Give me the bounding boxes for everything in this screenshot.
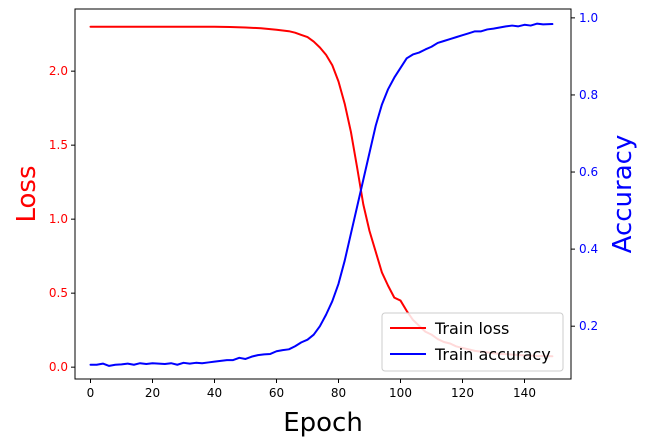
- series-line-train-loss: [89, 25, 554, 358]
- x-tick-label: 80: [331, 386, 346, 400]
- right-tick-label: 0.8: [579, 88, 598, 102]
- legend-box: [381, 312, 564, 372]
- right-tick-label: 0.6: [579, 165, 598, 179]
- left-tick-label: 2.0: [49, 64, 68, 78]
- x-axis-ticks: 0 20 40 60 80 100 120 140: [87, 379, 536, 400]
- left-tick-label: 0.5: [49, 286, 68, 300]
- right-y-axis-label: Accuracy: [608, 135, 638, 254]
- left-tick-label: 1.0: [49, 212, 68, 226]
- right-tick-label: 0.4: [579, 242, 598, 256]
- x-tick-label: 100: [389, 386, 412, 400]
- legend: Train loss Train accuracy: [381, 312, 564, 372]
- series-line-train-accuracy: [89, 22, 554, 367]
- left-tick-label: 0.0: [49, 360, 68, 374]
- x-tick-label: 20: [145, 386, 160, 400]
- x-tick-label: 120: [451, 386, 474, 400]
- left-y-axis-ticks: 0.0 0.5 1.0 1.5 2.0: [49, 64, 75, 374]
- legend-label-accuracy: Train accuracy: [434, 345, 551, 364]
- left-tick-label: 1.5: [49, 138, 68, 152]
- right-y-axis-ticks: 0.2 0.4 0.6 0.8 1.0: [571, 11, 598, 333]
- x-tick-label: 60: [269, 386, 284, 400]
- right-tick-label: 1.0: [579, 11, 598, 25]
- x-axis-label: Epoch: [283, 408, 363, 438]
- plot-frame: [74, 8, 572, 380]
- legend-label-loss: Train loss: [434, 319, 509, 338]
- right-tick-label: 0.2: [579, 319, 598, 333]
- x-tick-label: 40: [207, 386, 222, 400]
- x-tick-label: 0: [87, 386, 95, 400]
- left-y-axis-label: Loss: [12, 165, 42, 222]
- x-tick-label: 140: [513, 386, 536, 400]
